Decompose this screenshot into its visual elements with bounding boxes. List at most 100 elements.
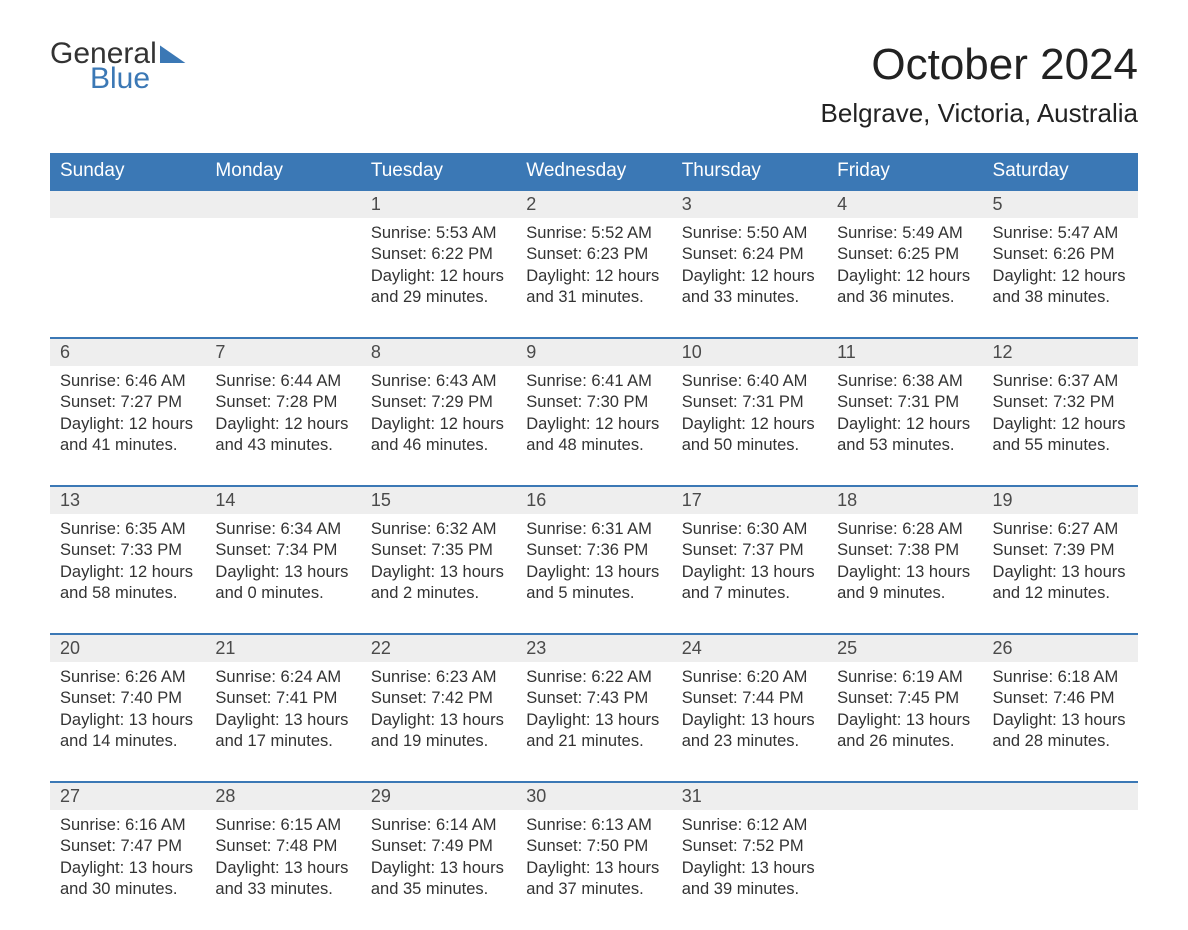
sunrise-line: Sunrise: 6:12 AM xyxy=(682,815,817,836)
day-number: 17 xyxy=(672,487,827,514)
calendar-day-cell: 5 Sunrise: 5:47 AMSunset: 6:26 PMDaylight… xyxy=(983,190,1138,338)
sunset-line: Sunset: 7:29 PM xyxy=(371,392,506,413)
day-body: Sunrise: 6:43 AMSunset: 7:29 PMDaylight:… xyxy=(361,366,516,465)
daylight-line: Daylight: 12 hours and 38 minutes. xyxy=(993,266,1128,309)
day-number: 18 xyxy=(827,487,982,514)
sunset-line: Sunset: 7:49 PM xyxy=(371,836,506,857)
day-body: Sunrise: 6:27 AMSunset: 7:39 PMDaylight:… xyxy=(983,514,1138,613)
day-body: Sunrise: 6:22 AMSunset: 7:43 PMDaylight:… xyxy=(516,662,671,761)
day-body: Sunrise: 6:41 AMSunset: 7:30 PMDaylight:… xyxy=(516,366,671,465)
day-body: Sunrise: 6:15 AMSunset: 7:48 PMDaylight:… xyxy=(205,810,360,909)
daylight-line: Daylight: 13 hours and 9 minutes. xyxy=(837,562,972,605)
daylight-line: Daylight: 12 hours and 33 minutes. xyxy=(682,266,817,309)
sunrise-line: Sunrise: 6:30 AM xyxy=(682,519,817,540)
sunset-line: Sunset: 7:50 PM xyxy=(526,836,661,857)
sunset-line: Sunset: 7:33 PM xyxy=(60,540,195,561)
sunrise-line: Sunrise: 6:31 AM xyxy=(526,519,661,540)
sunrise-line: Sunrise: 6:16 AM xyxy=(60,815,195,836)
day-number: 15 xyxy=(361,487,516,514)
day-body: Sunrise: 6:34 AMSunset: 7:34 PMDaylight:… xyxy=(205,514,360,613)
daylight-line: Daylight: 13 hours and 30 minutes. xyxy=(60,858,195,901)
day-body: Sunrise: 6:13 AMSunset: 7:50 PMDaylight:… xyxy=(516,810,671,909)
calendar-day-cell: 20Sunrise: 6:26 AMSunset: 7:40 PMDayligh… xyxy=(50,634,205,782)
sunrise-line: Sunrise: 6:44 AM xyxy=(215,371,350,392)
location-subtitle: Belgrave, Victoria, Australia xyxy=(821,98,1138,129)
day-number: 23 xyxy=(516,635,671,662)
daylight-line: Daylight: 13 hours and 5 minutes. xyxy=(526,562,661,605)
day-body: Sunrise: 6:23 AMSunset: 7:42 PMDaylight:… xyxy=(361,662,516,761)
day-number: 11 xyxy=(827,339,982,366)
sunrise-line: Sunrise: 6:37 AM xyxy=(993,371,1128,392)
sunset-line: Sunset: 7:43 PM xyxy=(526,688,661,709)
day-number: 30 xyxy=(516,783,671,810)
sunset-line: Sunset: 6:26 PM xyxy=(993,244,1128,265)
page-title: October 2024 xyxy=(821,40,1138,90)
sunrise-line: Sunrise: 6:13 AM xyxy=(526,815,661,836)
sunrise-line: Sunrise: 5:52 AM xyxy=(526,223,661,244)
day-number: 10 xyxy=(672,339,827,366)
day-number: 7 xyxy=(205,339,360,366)
sunset-line: Sunset: 7:35 PM xyxy=(371,540,506,561)
calendar-day-cell: 31Sunrise: 6:12 AMSunset: 7:52 PMDayligh… xyxy=(672,782,827,930)
calendar-day-cell: 13Sunrise: 6:35 AMSunset: 7:33 PMDayligh… xyxy=(50,486,205,634)
calendar-day-cell: 25Sunrise: 6:19 AMSunset: 7:45 PMDayligh… xyxy=(827,634,982,782)
day-body: Sunrise: 6:35 AMSunset: 7:33 PMDaylight:… xyxy=(50,514,205,613)
sunset-line: Sunset: 7:41 PM xyxy=(215,688,350,709)
daylight-line: Daylight: 13 hours and 12 minutes. xyxy=(993,562,1128,605)
daylight-line: Daylight: 12 hours and 43 minutes. xyxy=(215,414,350,457)
daylight-line: Daylight: 13 hours and 7 minutes. xyxy=(682,562,817,605)
calendar-day-cell: 8Sunrise: 6:43 AMSunset: 7:29 PMDaylight… xyxy=(361,338,516,486)
daylight-line: Daylight: 13 hours and 35 minutes. xyxy=(371,858,506,901)
calendar-day-cell: 28Sunrise: 6:15 AMSunset: 7:48 PMDayligh… xyxy=(205,782,360,930)
dow-header: Wednesday xyxy=(516,153,671,190)
sunset-line: Sunset: 7:31 PM xyxy=(837,392,972,413)
day-number: 29 xyxy=(361,783,516,810)
daylight-line: Daylight: 13 hours and 39 minutes. xyxy=(682,858,817,901)
day-number: 5 xyxy=(983,191,1138,218)
sunset-line: Sunset: 7:34 PM xyxy=(215,540,350,561)
day-body: Sunrise: 5:52 AMSunset: 6:23 PMDaylight:… xyxy=(516,218,671,317)
logo-triangle-icon xyxy=(160,45,186,63)
day-body: Sunrise: 5:50 AMSunset: 6:24 PMDaylight:… xyxy=(672,218,827,317)
day-number xyxy=(983,783,1138,810)
calendar-week-row: 6Sunrise: 6:46 AMSunset: 7:27 PMDaylight… xyxy=(50,338,1138,486)
sunrise-line: Sunrise: 5:47 AM xyxy=(993,223,1128,244)
day-body: Sunrise: 6:14 AMSunset: 7:49 PMDaylight:… xyxy=(361,810,516,909)
day-number: 28 xyxy=(205,783,360,810)
daylight-line: Daylight: 13 hours and 19 minutes. xyxy=(371,710,506,753)
dow-header: Saturday xyxy=(983,153,1138,190)
daylight-line: Daylight: 13 hours and 33 minutes. xyxy=(215,858,350,901)
header: General Blue October 2024 Belgrave, Vict… xyxy=(50,40,1138,143)
dow-header: Tuesday xyxy=(361,153,516,190)
calendar-week-row: 1Sunrise: 5:53 AMSunset: 6:22 PMDaylight… xyxy=(50,190,1138,338)
calendar-day-cell: 27Sunrise: 6:16 AMSunset: 7:47 PMDayligh… xyxy=(50,782,205,930)
daylight-line: Daylight: 12 hours and 48 minutes. xyxy=(526,414,661,457)
day-number: 4 xyxy=(827,191,982,218)
day-body: Sunrise: 6:20 AMSunset: 7:44 PMDaylight:… xyxy=(672,662,827,761)
day-number: 26 xyxy=(983,635,1138,662)
day-body: Sunrise: 6:46 AMSunset: 7:27 PMDaylight:… xyxy=(50,366,205,465)
sunrise-line: Sunrise: 6:26 AM xyxy=(60,667,195,688)
day-body: Sunrise: 6:18 AMSunset: 7:46 PMDaylight:… xyxy=(983,662,1138,761)
sunrise-line: Sunrise: 6:35 AM xyxy=(60,519,195,540)
sunset-line: Sunset: 7:36 PM xyxy=(526,540,661,561)
calendar-day-cell: 3Sunrise: 5:50 AMSunset: 6:24 PMDaylight… xyxy=(672,190,827,338)
sunset-line: Sunset: 7:45 PM xyxy=(837,688,972,709)
calendar-day-cell: 21Sunrise: 6:24 AMSunset: 7:41 PMDayligh… xyxy=(205,634,360,782)
day-number: 31 xyxy=(672,783,827,810)
sunrise-line: Sunrise: 6:14 AM xyxy=(371,815,506,836)
day-number: 27 xyxy=(50,783,205,810)
sunrise-line: Sunrise: 6:24 AM xyxy=(215,667,350,688)
calendar-day-cell xyxy=(983,782,1138,930)
calendar-day-cell: 1Sunrise: 5:53 AMSunset: 6:22 PMDaylight… xyxy=(361,190,516,338)
daylight-line: Daylight: 13 hours and 0 minutes. xyxy=(215,562,350,605)
calendar-week-row: 20Sunrise: 6:26 AMSunset: 7:40 PMDayligh… xyxy=(50,634,1138,782)
calendar-week-row: 13Sunrise: 6:35 AMSunset: 7:33 PMDayligh… xyxy=(50,486,1138,634)
day-body: Sunrise: 6:26 AMSunset: 7:40 PMDaylight:… xyxy=(50,662,205,761)
calendar-day-cell: 15Sunrise: 6:32 AMSunset: 7:35 PMDayligh… xyxy=(361,486,516,634)
day-number: 16 xyxy=(516,487,671,514)
sunrise-line: Sunrise: 6:22 AM xyxy=(526,667,661,688)
calendar-table: Sunday Monday Tuesday Wednesday Thursday… xyxy=(50,153,1138,930)
sunrise-line: Sunrise: 6:23 AM xyxy=(371,667,506,688)
sunrise-line: Sunrise: 5:53 AM xyxy=(371,223,506,244)
